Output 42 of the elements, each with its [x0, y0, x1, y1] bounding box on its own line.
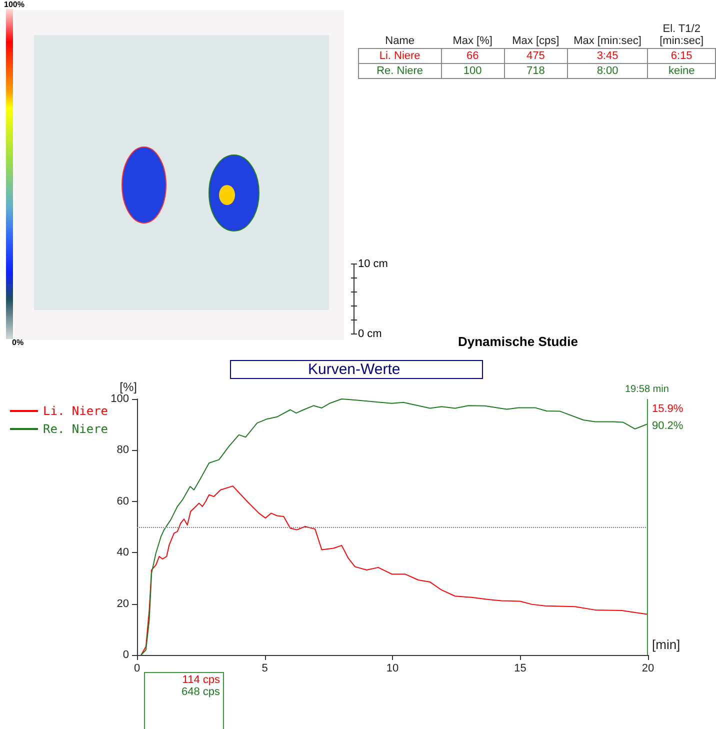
x-tick-label: 0 — [134, 662, 140, 674]
x-tick-label: 15 — [514, 662, 526, 674]
text: Max [%] — [452, 34, 494, 48]
text: Re. Niere — [358, 64, 442, 78]
text: Max [min:sec] — [572, 34, 642, 48]
y-tick-label: 40 — [116, 546, 129, 559]
text: El. T1/2 [min:sec] — [658, 22, 705, 48]
readout-frame: 114 cps 648 cps — [144, 672, 224, 729]
legend-label: Re. Niere — [43, 422, 108, 436]
text: 718 — [504, 64, 568, 78]
legend-label: Li. Niere — [43, 404, 108, 418]
y-tick-label: 0 — [122, 649, 129, 661]
text: Dynamische Studie — [458, 334, 578, 349]
text: 0 cm — [358, 328, 382, 340]
x-tick-label: 20 — [642, 662, 654, 674]
text: 15.9% — [652, 403, 684, 415]
text: keine — [648, 64, 716, 78]
text: Name — [384, 34, 416, 48]
text: 475 — [504, 48, 568, 64]
y-axis-title: [%] — [120, 380, 137, 394]
text: Max [cps] — [511, 34, 560, 48]
y-tick-label: 20 — [116, 598, 129, 610]
text: Li. Niere — [358, 48, 442, 64]
x-tick-label: 5 — [262, 662, 268, 674]
line-series — [140, 486, 648, 656]
text: 90.2% — [652, 420, 684, 432]
y-tick-label: 60 — [116, 495, 129, 508]
y-tick-label: 80 — [116, 444, 129, 456]
text: 100 — [441, 64, 504, 78]
text: 0% — [12, 338, 24, 347]
y-tick-label: 100 — [110, 393, 129, 405]
chart-title: Kurven-Werte — [308, 361, 400, 378]
text: 6:15 — [648, 48, 716, 64]
text: 8:00 — [567, 64, 648, 78]
text: 10 cm — [358, 258, 388, 270]
x-axis-title: [min] — [652, 637, 680, 652]
text: 66 — [441, 48, 504, 64]
line-series — [140, 398, 648, 656]
x-tick-label: 10 — [386, 662, 399, 674]
text: 3:45 — [567, 48, 648, 64]
text: 100% — [4, 0, 24, 9]
text: 19:58 min — [625, 384, 669, 395]
